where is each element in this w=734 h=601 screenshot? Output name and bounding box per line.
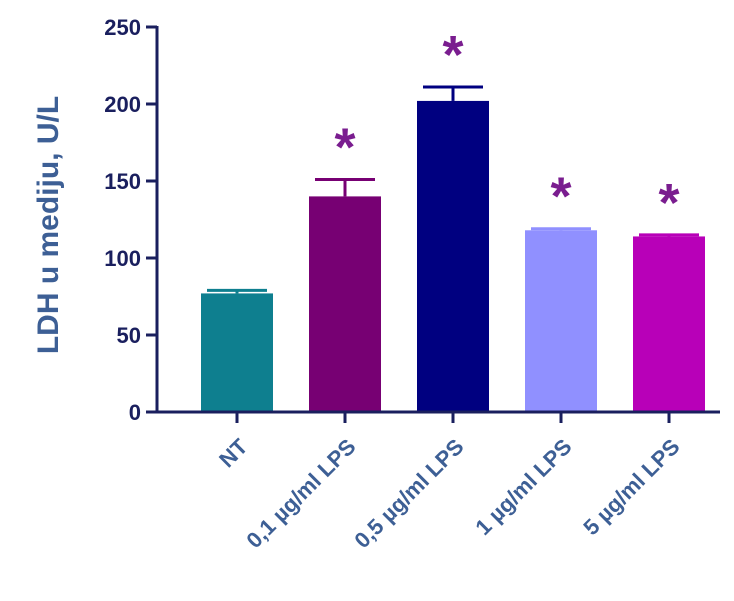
x-tick-label-0: NT xyxy=(214,433,253,472)
error-bar-2 xyxy=(423,85,483,101)
bars-group xyxy=(201,100,705,413)
bar-1 xyxy=(309,196,381,412)
y-tick-label-0: 0 xyxy=(129,400,141,425)
error-bar-1 xyxy=(315,177,375,197)
bar-3 xyxy=(525,230,597,412)
bar-0 xyxy=(201,293,273,412)
error-bar-4 xyxy=(639,233,699,237)
x-tick-label-3: 1 µg/ml LPS xyxy=(470,434,576,540)
y-tick-label-3: 150 xyxy=(104,169,141,194)
significance-markers-group: * * * * xyxy=(334,25,679,233)
bar-4 xyxy=(633,236,705,412)
error-bars-group xyxy=(207,85,699,294)
y-tick-label-2: 100 xyxy=(104,246,141,271)
x-tick-label-2: 0,5 µg/ml LPS xyxy=(349,434,468,553)
y-tick-label-5: 250 xyxy=(104,15,141,40)
significance-marker-3: * xyxy=(550,167,571,227)
bar-2 xyxy=(417,100,489,413)
error-bar-0 xyxy=(207,288,267,294)
error-bar-3 xyxy=(531,227,591,231)
y-axis: 0 50 100 150 200 250 xyxy=(104,15,159,425)
x-tick-label-4: 5 µg/ml LPS xyxy=(578,434,684,540)
y-tick-label-4: 200 xyxy=(104,92,141,117)
y-tick-label-1: 50 xyxy=(117,323,141,348)
significance-marker-1: * xyxy=(334,117,355,177)
x-tick-label-1: 0,1 µg/ml LPS xyxy=(241,434,360,553)
y-axis-label: LDH u mediju, U/L xyxy=(32,96,65,354)
significance-marker-2: * xyxy=(442,25,463,85)
significance-marker-4: * xyxy=(658,173,679,233)
